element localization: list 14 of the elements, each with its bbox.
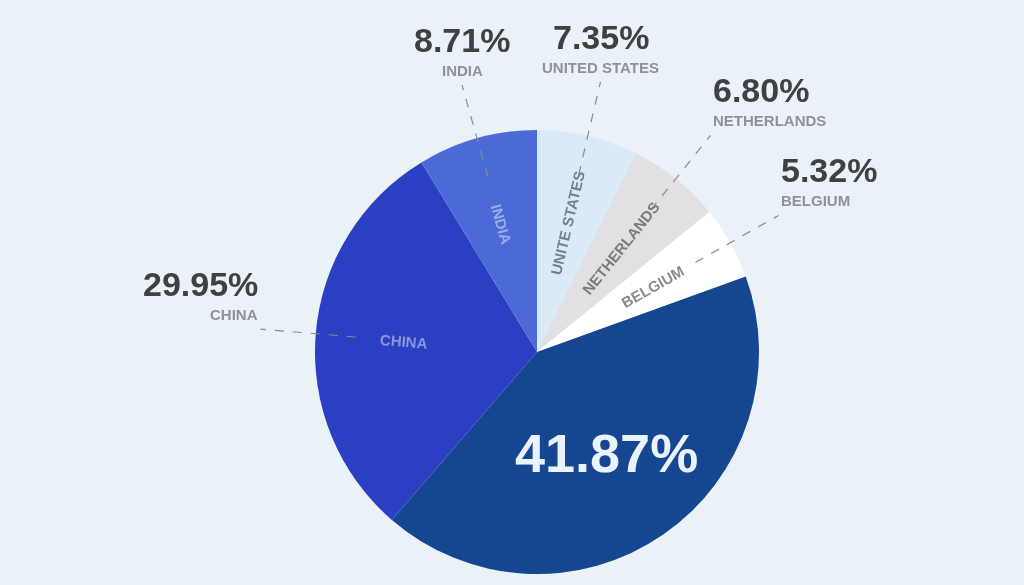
slice-label: BELGIUM <box>781 192 851 209</box>
slice-label: INDIA <box>442 62 483 79</box>
data-label: 7.35% <box>553 18 650 56</box>
text: INDIA <box>487 202 516 247</box>
data-label: 8.71% <box>414 21 511 59</box>
data-label: 5.32% <box>781 151 878 189</box>
data-label: 41.87% <box>515 423 699 483</box>
data-label: 6.80% <box>713 71 810 109</box>
data-label: 29.95% <box>143 265 259 303</box>
slice-label: NETHERLANDS <box>713 112 827 129</box>
text: CHINA <box>379 331 429 352</box>
slice-label: CHINA <box>210 306 258 323</box>
pie-slice <box>537 153 710 352</box>
slice-label: UNITED STATES <box>542 59 659 76</box>
